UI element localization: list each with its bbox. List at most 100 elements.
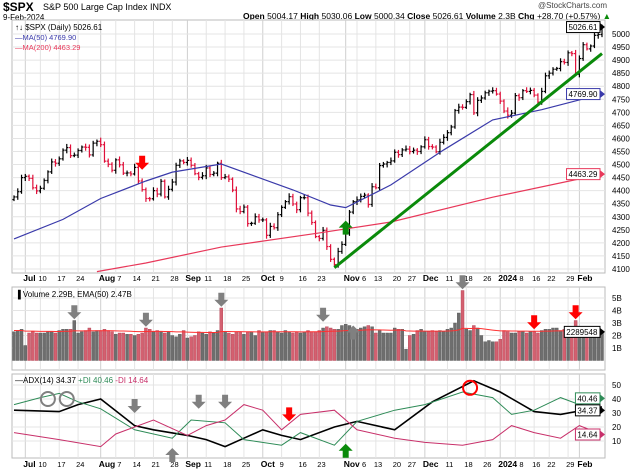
price-bar [182, 159, 186, 165]
volume-bar [200, 332, 205, 361]
volume-bar [268, 330, 273, 361]
price-tick-label: 4300 [612, 213, 630, 222]
volume-bar [449, 327, 453, 361]
price-bar [212, 171, 216, 177]
volume-bar [434, 331, 438, 361]
last-price-label: 5026.61 [569, 23, 598, 32]
value-tag-pointer [600, 406, 605, 415]
pdi-last-label: 40.46 [577, 394, 598, 403]
volume-bar [524, 332, 529, 361]
price-bar [46, 170, 50, 184]
price-bar [261, 217, 265, 222]
date-tick-label: 8 [519, 274, 523, 283]
volume-bar [42, 332, 46, 361]
price-bar [570, 50, 574, 57]
price-bar [589, 44, 593, 52]
price-bar [528, 87, 532, 95]
date-tick-label: 11 [204, 460, 212, 469]
volume-bar [558, 330, 563, 361]
panel-price [11, 19, 606, 274]
price-tick-label: 4500 [612, 161, 630, 170]
volume-bar [408, 335, 412, 361]
price-tick-label: 4550 [612, 147, 630, 156]
price-tick-label: 4850 [612, 69, 630, 78]
volume-bar [328, 327, 333, 361]
volume-bar [76, 332, 80, 361]
volume-bar [423, 331, 427, 361]
price-bar [562, 58, 566, 65]
date-tick-label: 16 [298, 460, 306, 469]
volume-bar [347, 325, 352, 361]
date-tick-label: Jul [23, 459, 35, 469]
price-bar [317, 235, 321, 242]
volume-bar [215, 330, 220, 361]
volume-bar [245, 331, 250, 361]
volume-bar [287, 331, 291, 361]
price-bar [457, 103, 461, 114]
volume-bar [174, 336, 178, 361]
price-bar [558, 58, 563, 72]
price-bar [114, 158, 118, 174]
volume-bar [396, 329, 401, 361]
ma50-last-label-tag: 4769.90 [566, 88, 605, 101]
arrow-up-annotation [346, 325, 361, 340]
price-bar [427, 136, 431, 150]
volume-bar [532, 331, 536, 361]
price-bar [411, 147, 416, 154]
volume-bar [543, 329, 548, 361]
volume-bar [238, 331, 242, 361]
price-bar [140, 178, 144, 192]
volume-bar [362, 326, 367, 361]
date-tick-label: 27 [408, 460, 416, 469]
volume-bar [166, 331, 171, 361]
date-tick-label: 28 [170, 460, 178, 469]
volume-bar [355, 329, 359, 361]
date-tick-label: 6 [362, 274, 366, 283]
close-label: Close [407, 11, 431, 21]
date-tick-label: 6 [362, 460, 366, 469]
price-bar [38, 185, 42, 194]
price-bar [242, 204, 246, 214]
date-tick-label: 11 [204, 274, 212, 283]
volume-bar [389, 332, 393, 361]
price-bar [234, 186, 238, 213]
date-tick-label: 22 [547, 460, 555, 469]
date-tick-label: 8 [519, 460, 523, 469]
volume-label: Volume [465, 11, 496, 21]
date-tick-label: Sep [185, 459, 201, 469]
price-bar [272, 223, 276, 230]
volume-legend: ▐ Volume 2.29B, EMA(50) 2.47B [15, 289, 132, 300]
price-bar [585, 42, 589, 51]
volume-bar [189, 336, 193, 361]
price-bar [276, 212, 280, 231]
price-bar [555, 66, 559, 71]
price-bar [310, 210, 314, 225]
volume-tick-label: 1B [612, 344, 622, 353]
price-bar [494, 87, 499, 96]
price-tick-label: 4200 [612, 239, 630, 248]
price-bar [80, 145, 84, 153]
volume-bar [325, 326, 329, 361]
volume-bar [257, 330, 261, 361]
date-tick-label: 11 [445, 274, 453, 283]
volume-bar [502, 330, 506, 361]
date-tick-label: 17 [57, 460, 65, 469]
volume-bar [140, 332, 144, 361]
price-tick-label: 4250 [612, 226, 630, 235]
date-tick-label: Sep [185, 273, 201, 283]
price-bar [35, 184, 39, 195]
date-tick-label: Aug [99, 273, 116, 283]
volume-bar [208, 331, 212, 361]
price-bar [351, 200, 355, 215]
volume-bar [49, 331, 54, 361]
price-bar [223, 173, 227, 180]
date-tick-label: 11 [445, 460, 453, 469]
price-bar [136, 164, 140, 184]
volume-bar [219, 307, 224, 361]
date-tick-label: 17 [57, 274, 65, 283]
price-bar [246, 205, 250, 227]
date-tick-label: 16 [532, 274, 540, 283]
volume-bar [291, 332, 295, 361]
volume-bar [479, 335, 484, 361]
price-bar [155, 187, 159, 198]
